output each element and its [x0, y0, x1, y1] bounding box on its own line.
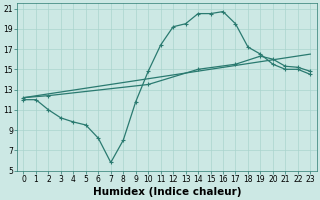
X-axis label: Humidex (Indice chaleur): Humidex (Indice chaleur) [93, 187, 241, 197]
